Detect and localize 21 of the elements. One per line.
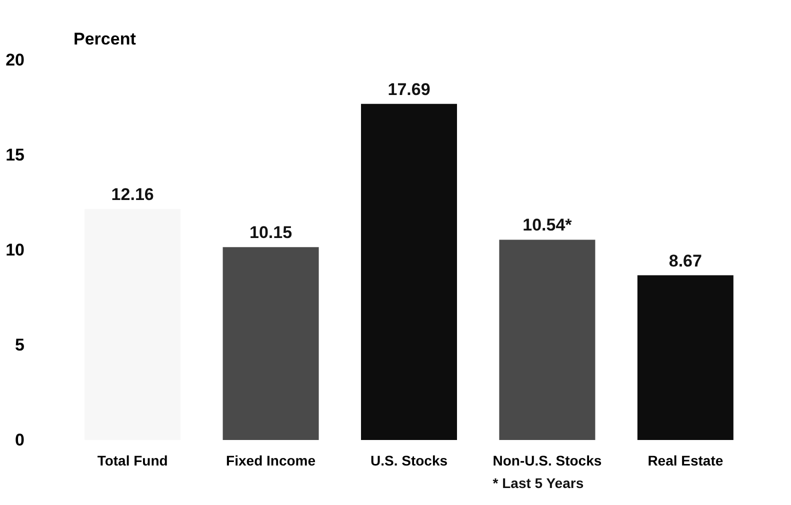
y-axis-title: Percent	[74, 30, 136, 48]
bar	[222, 247, 319, 440]
y-tick-label: 20	[6, 50, 24, 70]
y-tick-label: 10	[6, 240, 24, 260]
data-label: 12.16	[111, 184, 154, 204]
text: * Last 5 Years	[492, 475, 584, 491]
data-label: 10.15	[250, 223, 292, 242]
y-tick-label: 15	[6, 146, 24, 164]
y-tick-label: 5	[15, 336, 24, 354]
bar	[499, 240, 596, 440]
y-tick-label: 0	[15, 430, 24, 450]
x-tick-label: U.S. Stocks	[370, 452, 448, 468]
x-tick-label: Non-U.S. Stocks	[492, 452, 602, 468]
x-tick-label: Real Estate	[648, 452, 724, 468]
x-tick-label: Fixed Income	[226, 452, 316, 468]
data-label: 10.54*	[522, 216, 572, 235]
data-label: 8.67	[668, 251, 702, 270]
bar	[361, 104, 457, 440]
data-label: 17.69	[388, 80, 430, 99]
x-tick-label: Total Fund	[97, 452, 168, 468]
bar	[637, 275, 734, 440]
